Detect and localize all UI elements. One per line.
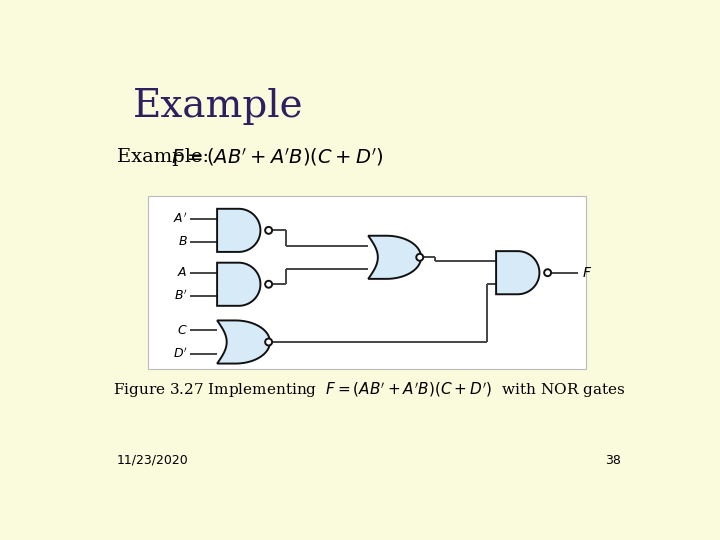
Text: Example:: Example: bbox=[117, 148, 215, 166]
Text: $F$: $F$ bbox=[582, 266, 593, 280]
Polygon shape bbox=[496, 251, 539, 294]
Text: $F = (AB'+A'B)(C + D')$: $F = (AB'+A'B)(C + D')$ bbox=[171, 146, 384, 168]
Polygon shape bbox=[217, 209, 261, 252]
Circle shape bbox=[544, 269, 551, 276]
Text: 11/23/2020: 11/23/2020 bbox=[117, 454, 189, 467]
Text: Example: Example bbox=[132, 88, 303, 125]
Text: $B'$: $B'$ bbox=[174, 289, 188, 303]
Circle shape bbox=[265, 227, 272, 234]
Circle shape bbox=[265, 339, 272, 346]
Text: 38: 38 bbox=[605, 454, 621, 467]
Text: $D'$: $D'$ bbox=[173, 346, 188, 361]
Circle shape bbox=[265, 281, 272, 288]
Polygon shape bbox=[217, 262, 261, 306]
Text: $B$: $B$ bbox=[178, 235, 188, 248]
Polygon shape bbox=[368, 236, 421, 279]
FancyBboxPatch shape bbox=[148, 195, 586, 369]
Circle shape bbox=[416, 254, 423, 261]
Text: $A$: $A$ bbox=[177, 266, 188, 279]
Text: $C$: $C$ bbox=[177, 324, 188, 337]
Text: $A'$: $A'$ bbox=[174, 212, 188, 226]
Text: Figure 3.27 Implementing  $F = (AB'+A'B)(C + D')$  with NOR gates: Figure 3.27 Implementing $F = (AB'+A'B)(… bbox=[113, 380, 625, 400]
Polygon shape bbox=[217, 320, 270, 363]
